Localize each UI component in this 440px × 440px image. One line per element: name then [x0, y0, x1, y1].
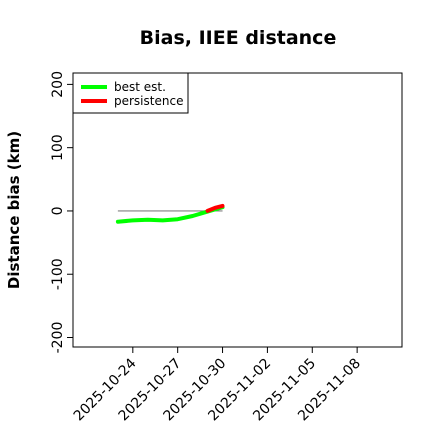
chart-title: Bias, IIEE distance: [140, 27, 337, 49]
legend-label-persistence: persistence: [114, 94, 183, 108]
y-tick-label: 200: [50, 71, 66, 98]
x-axis: 2025-10-242025-10-272025-10-302025-11-02…: [71, 347, 364, 424]
plot-frame: [72, 72, 403, 348]
y-tick-label: 100: [50, 134, 66, 161]
y-tick-label: -200: [50, 322, 66, 354]
series-group: [115, 203, 225, 224]
y-tick-label: -100: [50, 258, 66, 290]
legend-label-best-est: best est.: [114, 80, 166, 94]
series-line-1: [205, 203, 225, 213]
y-axis-label: Distance bias (km): [5, 131, 23, 289]
legend: best est. persistence: [72, 72, 189, 114]
series-line-0: [115, 205, 225, 224]
y-tick-label: 0: [50, 206, 66, 215]
y-axis: -200 -100 0 100 200: [50, 71, 73, 353]
legend-box: [72, 72, 189, 114]
